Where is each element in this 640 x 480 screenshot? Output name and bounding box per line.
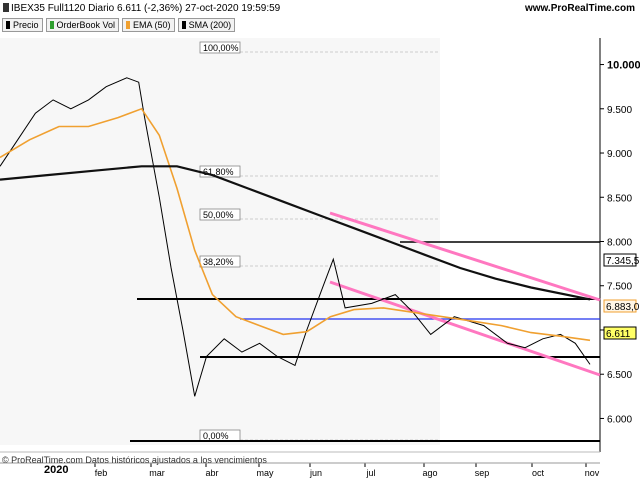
channel-lower-line[interactable] <box>329 280 601 377</box>
x-tick-label: nov <box>585 468 600 478</box>
x-tick-label: jul <box>365 468 375 478</box>
line-icon <box>181 21 186 29</box>
bar-icon <box>6 21 10 29</box>
line-icon <box>126 21 131 29</box>
price-tag-label: 7.345,5 <box>606 256 640 267</box>
y-tick-label: 9.000 <box>607 149 632 160</box>
x-tick-label: ago <box>422 468 437 478</box>
x-tick-label: sep <box>475 468 490 478</box>
fib-level-label: 61,80% <box>203 167 234 177</box>
series-line-0[interactable] <box>0 77 591 397</box>
instrument-title-text: IBEX35 Full1120 Diario 6.611 (-2,36%) 27… <box>11 3 281 14</box>
series-line-1[interactable] <box>0 107 591 342</box>
plot-shade <box>0 38 440 445</box>
y-tick-label: 7.500 <box>607 282 632 293</box>
legend-ema-label: EMA (50) <box>133 20 171 30</box>
y-tick-label: 8.000 <box>607 238 632 249</box>
y-tick-label: 6.500 <box>607 370 632 381</box>
x-tick-label: feb <box>95 468 108 478</box>
x-tick-label: oct <box>532 468 545 478</box>
y-tick-label: 9.500 <box>607 105 632 116</box>
fib-label-box <box>199 41 241 54</box>
x-tick-label: abr <box>205 468 218 478</box>
x-tick-label: mar <box>149 468 165 478</box>
y-tick-label: 6.000 <box>607 414 632 425</box>
price-icon <box>3 3 9 12</box>
legend-price[interactable]: Precio <box>2 18 43 32</box>
indicator-legend: Precio OrderBook Vol EMA (50) SMA (200) <box>2 18 236 32</box>
fib-level-label: 38,20% <box>203 257 234 267</box>
x-tick-label: may <box>256 468 274 478</box>
instrument-title: IBEX35 Full1120 Diario 6.611 (-2,36%) 27… <box>3 3 280 14</box>
price-tag-box <box>603 299 637 313</box>
y-tick-label: 10.000 <box>607 60 640 72</box>
y-tick-label: 8.500 <box>607 193 632 204</box>
fib-level-label: 50,00% <box>203 210 234 220</box>
fib-label-box <box>199 208 241 221</box>
fib-level-label: 100,00% <box>203 43 239 53</box>
price-tag-box <box>603 326 637 340</box>
footer-note: © ProRealTime.com Datos históricos ajust… <box>2 455 267 465</box>
legend-orderbook[interactable]: OrderBook Vol <box>45 18 120 32</box>
legend-sma[interactable]: SMA (200) <box>177 18 236 32</box>
brand-label: www.ProRealTime.com <box>524 3 635 14</box>
chart-header: IBEX35 Full1120 Diario 6.611 (-2,36%) 27… <box>0 0 640 17</box>
price-tag-box <box>603 253 637 267</box>
legend-orderbook-label: OrderBook Vol <box>56 20 116 30</box>
legend-price-label: Precio <box>13 20 39 30</box>
legend-sma-label: SMA (200) <box>188 20 232 30</box>
volume-icon <box>49 21 54 29</box>
price-tag-label: 6.883,0 <box>606 302 640 313</box>
x-year-label: 2020 <box>44 464 68 476</box>
series-line-2[interactable] <box>0 165 591 301</box>
channel-upper-line[interactable] <box>329 211 601 302</box>
x-tick-label: jun <box>309 468 322 478</box>
fib-level-label: 0,00% <box>203 431 229 441</box>
legend-ema[interactable]: EMA (50) <box>122 18 175 32</box>
price-tag-label: 6.611 <box>606 329 631 340</box>
